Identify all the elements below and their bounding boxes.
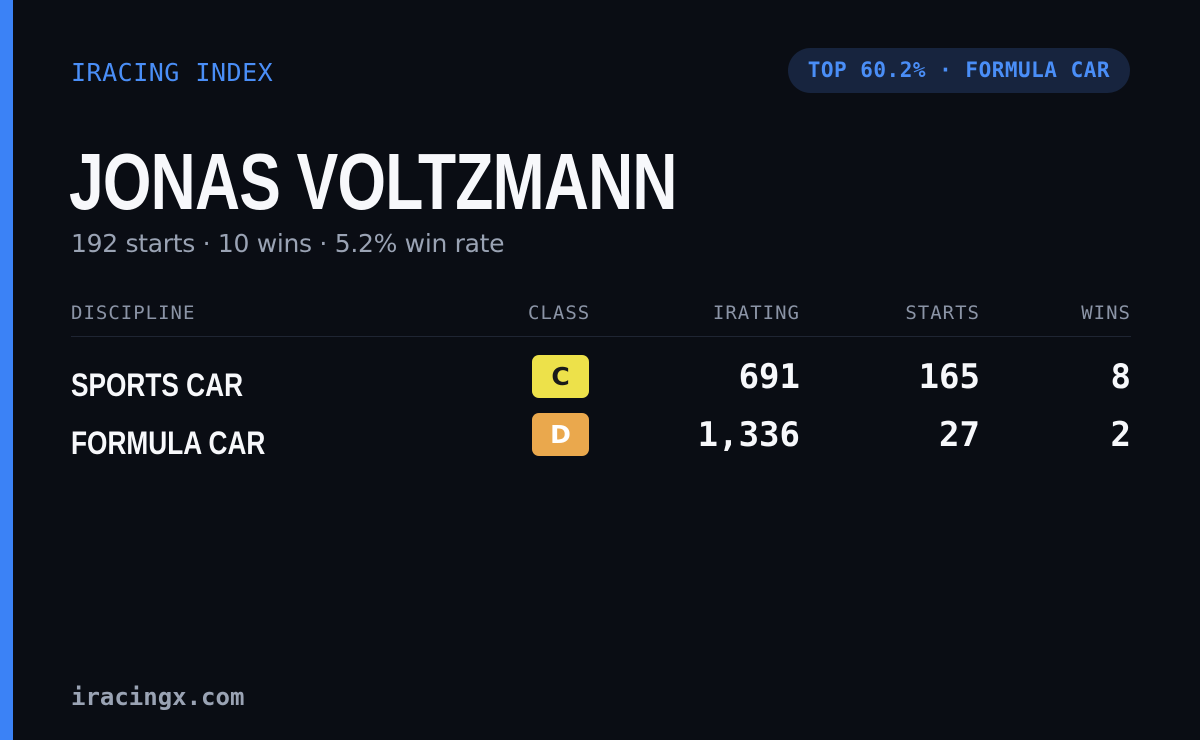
header-irating: IRATING [712,302,800,324]
discipline-name: FORMULA CAR [71,425,266,461]
irating-value: 691 [738,357,800,397]
brand-label: IRACING INDEX [71,58,274,87]
table-header: DISCIPLINE CLASS IRATING STARTS WINS [71,296,1131,337]
header-discipline: DISCIPLINE [71,302,196,324]
starts-value: 27 [939,415,980,455]
starts-value: 165 [918,357,980,397]
irating-value: 1,336 [697,415,800,455]
table-row: SPORTS CAR C 691 165 8 [71,353,1131,411]
wins-value: 8 [1110,357,1131,397]
rank-badge: TOP 60.2% · FORMULA CAR [787,48,1130,93]
header-class: CLASS [528,302,591,324]
stats-table: DISCIPLINE CLASS IRATING STARTS WINS SPO… [71,296,1131,469]
header-wins: WINS [1081,302,1131,324]
class-badge: D [532,413,589,456]
table-body: SPORTS CAR C 691 165 8 FORMULA CAR D 1,3… [71,337,1131,469]
driver-name: JONAS VOLTZMANN [69,137,677,226]
discipline-name: SPORTS CAR [71,367,244,403]
header-starts: STARTS [905,302,980,324]
table-row: FORMULA CAR D 1,336 27 2 [71,411,1131,469]
footer-url: iracingx.com [71,683,245,711]
class-badge: C [532,355,589,398]
wins-value: 2 [1110,415,1131,455]
accent-bar [0,0,13,740]
driver-summary: 192 starts · 10 wins · 5.2% win rate [71,229,505,258]
